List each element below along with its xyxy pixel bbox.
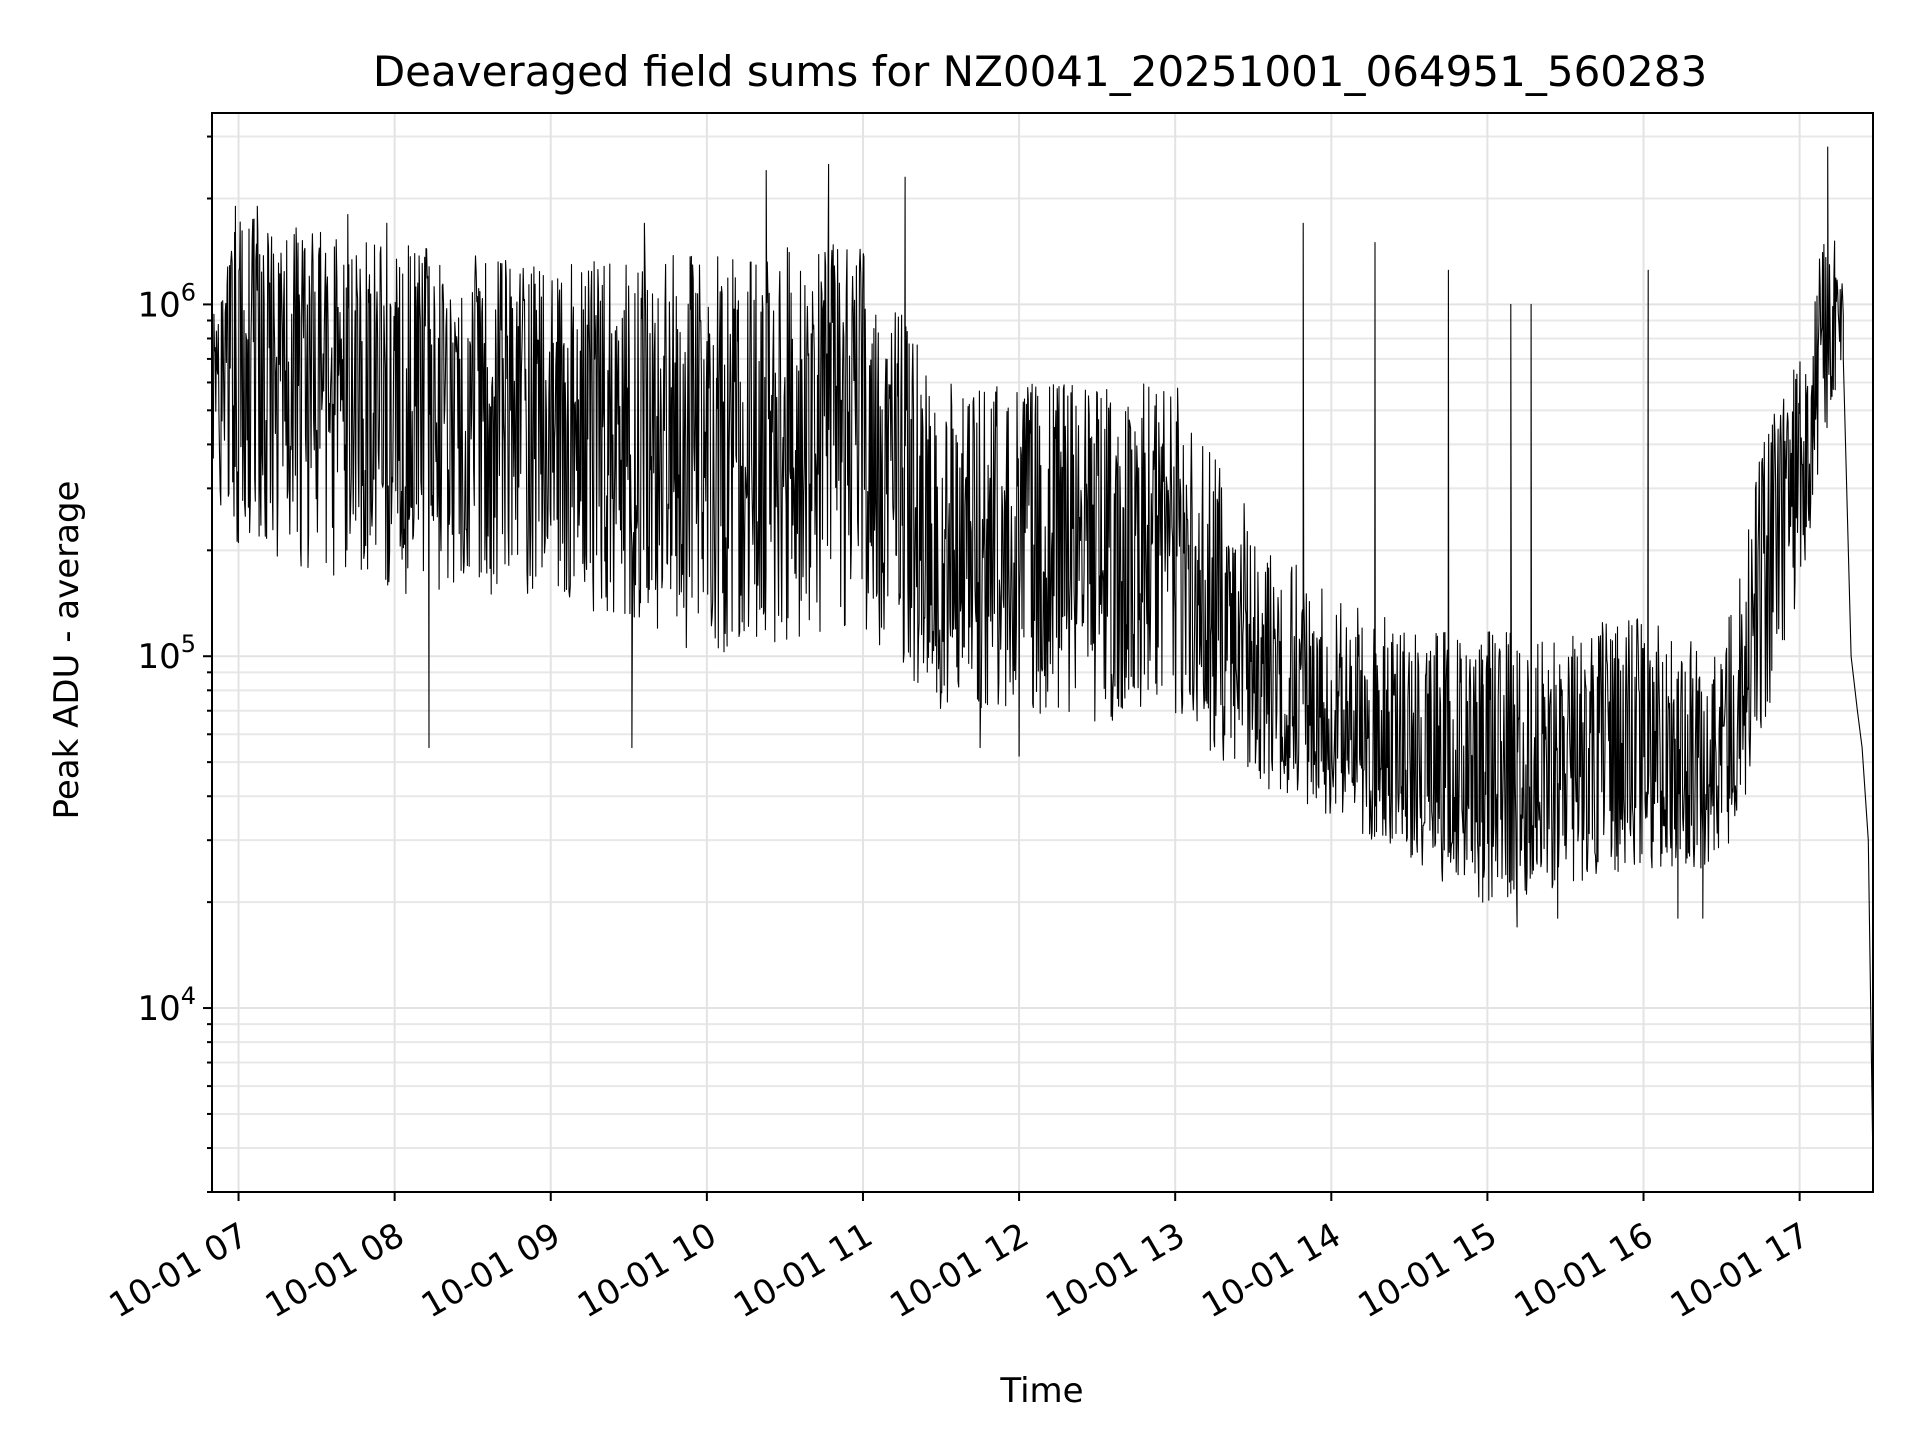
y-tick-label: 104 (137, 982, 196, 1029)
series-layer (211, 146, 1874, 1169)
y-tick-label: 105 (137, 630, 196, 677)
x-axis-label: Time (999, 1371, 1083, 1411)
chart-title: Deaveraged field sums for NZ0041_2025100… (373, 47, 1707, 96)
y-axis-label: Peak ADU - average (47, 481, 87, 820)
series-line (211, 146, 1874, 1169)
y-tick-label: 106 (137, 278, 196, 325)
y-axis: 104 105 106 (137, 135, 212, 1193)
plot-frame (211, 112, 1874, 1193)
grid (212, 113, 1873, 1193)
